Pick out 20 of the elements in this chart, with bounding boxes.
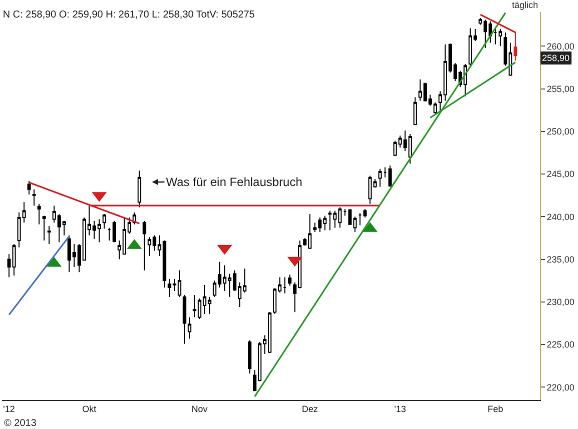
x-tick-label: '12 [3, 404, 15, 414]
y-tick-label: 260,00 [546, 41, 574, 52]
text: täglich [512, 0, 538, 10]
y-tick-label: 225,00 [546, 340, 574, 350]
x-tick-label: Dez [302, 404, 318, 414]
y-tick-label: 245,00 [546, 169, 574, 180]
text: 258,90 [542, 53, 570, 63]
y-tick-label: 240,00 [546, 212, 574, 222]
x-tick-label: Okt [82, 404, 97, 414]
y-tick-label: 230,00 [546, 297, 574, 308]
x-tick-label: Feb [488, 404, 504, 414]
y-tick-label: 235,00 [546, 254, 574, 264]
text: © 2013 [4, 418, 37, 429]
x-tick-label: Nov [192, 404, 208, 414]
x-tick-label: '13 [394, 404, 406, 414]
chart-title: N C: 258,90 O: 259,90 H: 261,70 L: 258,30 TotV: 505275 [2, 10, 256, 21]
y-tick-label: 255,00 [546, 84, 574, 94]
y-tick-label: 250,00 [546, 126, 574, 137]
y-tick-label: 220,00 [546, 382, 574, 392]
annotation: Was für ein Fehlausbruch [166, 175, 302, 189]
